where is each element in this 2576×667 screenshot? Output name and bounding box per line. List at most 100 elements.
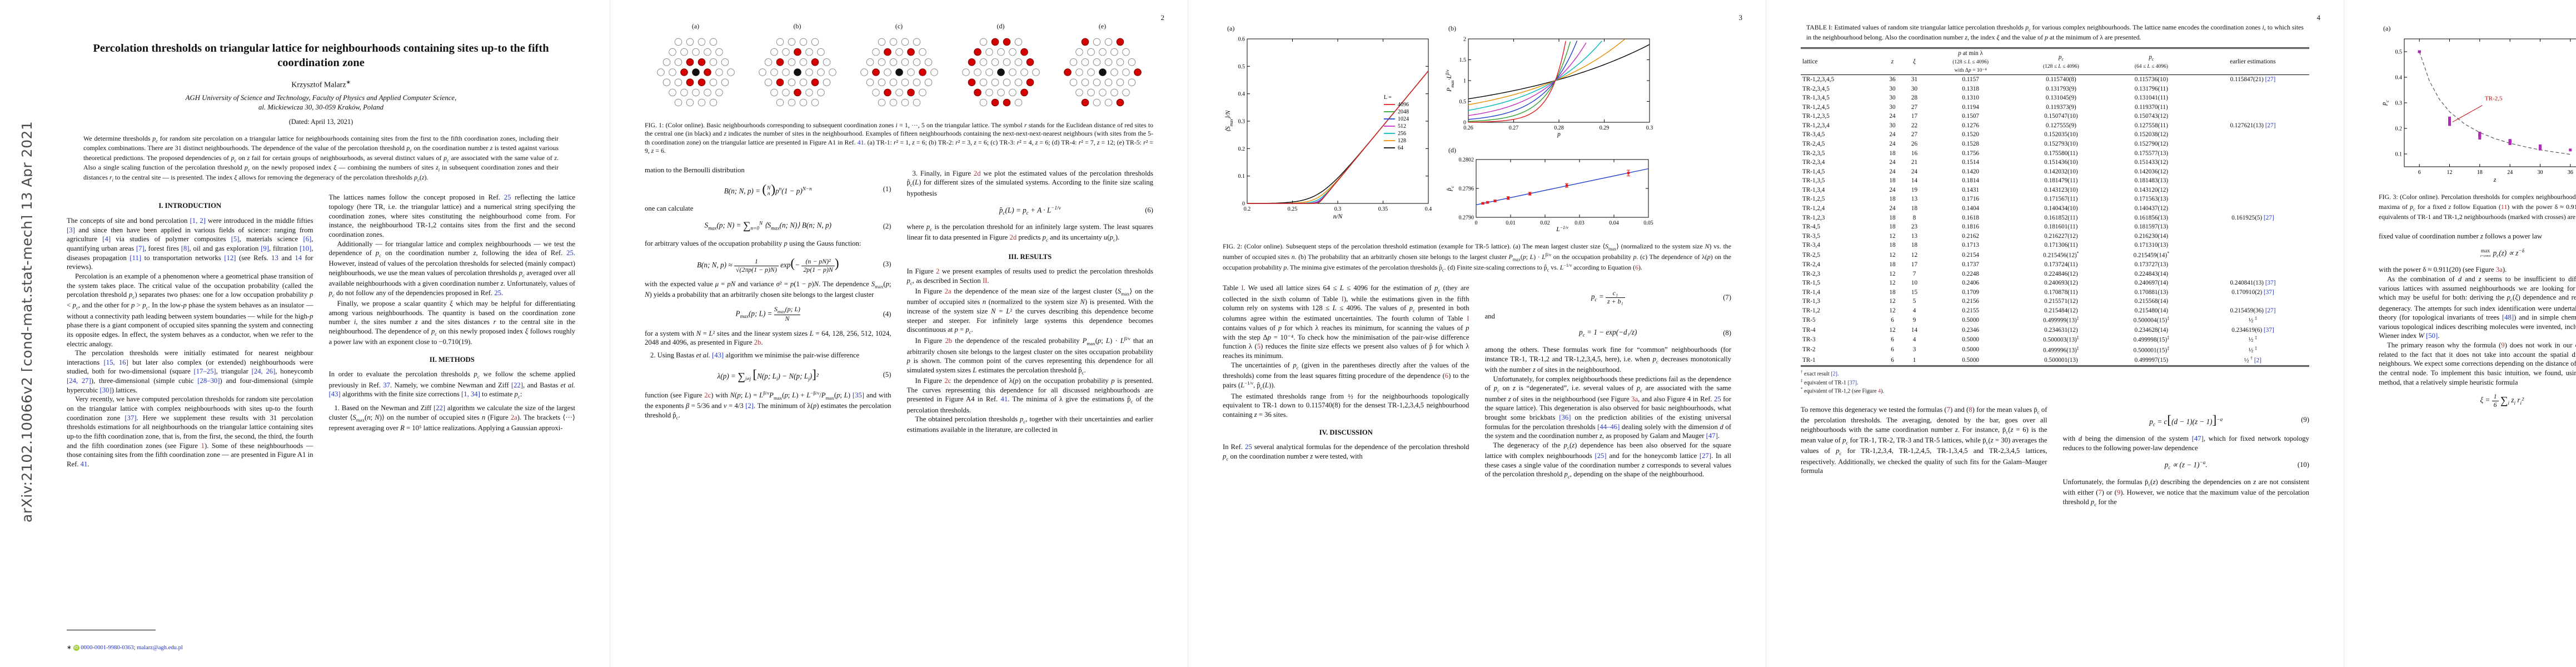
table-cell: ½ ‡ [2248, 345, 2257, 354]
table-row: TR-1,4 18 15 0.1709 0.170878(11) 0.170881(13)… [1801, 288, 2309, 297]
table-cell: ½ ‡ [2248, 335, 2257, 344]
subfigure-label: (d) [996, 22, 1005, 30]
section-methods: II. METHODS [429, 355, 475, 364]
table-cell: 0.181479(11) [2044, 177, 2078, 185]
table-cell: 0.119373(9) [2046, 103, 2076, 111]
table-cell: 0.499996(13)‡ [2043, 345, 2079, 354]
figure-2a-chart: 0.2 0.25 0.3 0.35 0.4 0 0.1 0.2 0.3 0.4 0.5 0.6 L = 4… [1223, 33, 1435, 224]
table-row: TR-3,4 18 18 0.1713 0.171306(11) 0.171310(13) [1801, 241, 2309, 250]
paragraph: mation to the Bernoulli distribution [645, 166, 745, 174]
figure-2-caption: FIG. 2: (Color online). Subsequent steps… [1223, 242, 1732, 273]
svg-text:p: p [1557, 131, 1561, 138]
svg-text:0.4: 0.4 [1425, 206, 1432, 212]
paragraph: The percolation thresholds were initiall… [67, 349, 313, 394]
paragraph: Very recently, we have computed percolat… [67, 395, 313, 468]
table-cell: 30 [1889, 122, 1896, 129]
table-row: TR-3,4,5 24 27 0.1520 0.152035(10) 0.152038(1… [1801, 130, 2309, 140]
page4-col-right: pc = c[(d − 1)(z − 1)]−a (9) with d being… [2063, 405, 2310, 508]
table-cell: 0.216227(12) [2044, 232, 2078, 240]
table-footnote: ‡ equivalent of TR-1 [37]. [1801, 378, 1858, 386]
table-cell: 0.115847(21) [27] [2230, 76, 2276, 83]
table-cell: 0.127558(11) [2134, 122, 2168, 129]
table-cell: 22 [1911, 122, 1918, 129]
table-cell: 0.5000 [1962, 356, 1980, 364]
table-cell: 0.150747(10) [2044, 113, 2078, 120]
svg-text:L−1/ν: L−1/ν [1556, 225, 1568, 233]
section-discussion: IV. DISCUSSION [1319, 428, 1373, 436]
table-cell: 1 [1912, 356, 1916, 364]
svg-text:0.04: 0.04 [1609, 220, 1619, 226]
table-cell: 0.175580(11) [2044, 150, 2078, 157]
table-cell: TR-1,2,5 [1802, 196, 1825, 203]
table-cell: 0.1507 [1962, 113, 1980, 120]
svg-text:0.5: 0.5 [2395, 49, 2403, 56]
table-cell: 18 [1889, 214, 1896, 221]
table-cell: TR-2 [1802, 346, 1816, 354]
svg-text:0.1: 0.1 [2395, 152, 2403, 158]
table-cell [2196, 140, 2309, 149]
table-row: TR-4 12 14 0.2346 0.234631(12) 0.234628(14) 0.… [1801, 326, 2309, 335]
orcid-id[interactable]: 0000-0001-9980-0363 [81, 645, 134, 651]
table-cell: 0.175577(13) [2134, 150, 2169, 157]
table-cell: 0.131793(9) [2045, 85, 2076, 92]
svg-text:30: 30 [2538, 170, 2543, 176]
table-cell: 0.1713 [1962, 242, 1980, 249]
svg-text:n/N: n/N [1333, 213, 1343, 220]
table-cell: 0.2406 [1962, 280, 1980, 287]
subfigure-label: (b) [793, 22, 801, 30]
table-cell: 0.500001(15)‡ [2133, 345, 2170, 354]
table-cell [2196, 222, 2309, 232]
svg-text:0.28: 0.28 [1554, 125, 1564, 131]
table-cell: 0.5000 [1962, 336, 1980, 344]
svg-text:18: 18 [2477, 170, 2483, 176]
table-cell: 18 [1911, 242, 1918, 249]
paragraph: The obtained percolation thresholds pc, … [906, 415, 1154, 434]
table-cell: 0.216230(14) [2134, 232, 2169, 240]
table-header-cell: earlier estimations [2230, 58, 2276, 65]
table-cell: 0.2346 [1962, 326, 1980, 334]
table-cell: TR-1,3,4,5 [1802, 94, 1830, 102]
table-1: lattice z ξ p at min λ (128 ≤ L ≤ 4096) with … [1801, 47, 2309, 367]
table-row: TR-1,2,3 18 8 0.1618 0.161852(11) 0.161856(13… [1801, 213, 2309, 223]
paragraph: The concepts of site and bond percolatio… [67, 217, 313, 271]
svg-text:0.2: 0.2 [1238, 146, 1245, 152]
svg-text:⟨Smax⟩/N: ⟨Smax⟩/N [1225, 109, 1234, 132]
table-cell: 0.2155 [1962, 307, 1980, 314]
svg-text:0.3: 0.3 [1646, 125, 1653, 131]
table-cell: 24 [1889, 186, 1896, 193]
page5-col-left: fixed value of coordination number z fol… [2379, 232, 2576, 494]
table-cell: 0.2154 [1962, 251, 1980, 258]
table-cell: 21 [1911, 159, 1918, 166]
svg-text:256: 256 [1398, 131, 1406, 137]
table-cell [2196, 167, 2309, 177]
table-row: TR-2,3,4 24 21 0.1514 0.151436(10) 0.151433(1… [1801, 158, 2309, 167]
table-row: TR-1,5 12 10 0.2406 0.240693(12) 0.240697(14)… [1801, 278, 2309, 288]
equation-2: Smax(p; N) = ∑n=0N ⟨Smax(n; N)⟩ B(n; N, … [704, 220, 891, 232]
table-cell: 0.150743(12) [2134, 113, 2169, 120]
table-cell: 0.224843(14) [2134, 270, 2169, 277]
pages-row: Percolation thresholds on triangular lat… [32, 0, 2576, 667]
table-cell: 0.215456(12)* [2043, 250, 2079, 259]
email-link[interactable]: malarz@agh.edu.pl [137, 645, 183, 651]
svg-text:0.2790: 0.2790 [1459, 215, 1474, 221]
table-cell: TR-1,2,4,5 [1802, 103, 1830, 111]
subfigure-label: (c) [895, 22, 903, 30]
subfigure-label: (a) [691, 22, 700, 30]
equation-12: ξ = 16 ∑i zi ri²(12) [2480, 392, 2524, 409]
svg-text:0.3: 0.3 [1238, 119, 1245, 125]
page-3: 3 (a) 0.2 0.25 0.3 0.35 0.4 0 0.1 0.2 0.3 0.4 0.5 0… [1188, 0, 1766, 667]
abstract: We determine thresholds pc for random si… [83, 134, 559, 183]
table-cell: TR-2,4,5 [1802, 141, 1825, 148]
table-cell: 0.127555(9) [2045, 122, 2076, 129]
arxiv-watermark-band: arXiv:2102.10066v2 [cond-mat.stat-mech] … [0, 0, 35, 667]
page1-col-left: I. INTRODUCTION The concepts of site and… [67, 193, 313, 469]
paragraph: In order to evaluate the percolation thr… [328, 370, 576, 400]
equation-6: p̂c(L) = pc + A · L−1/ν (6) [999, 205, 1153, 216]
svg-text:36: 36 [2568, 170, 2573, 176]
table-cell: 12 [1911, 251, 1918, 258]
table-cell: 17 [1911, 113, 1918, 120]
table-cell: 6 [1891, 346, 1894, 354]
table-cell: 0.1737 [1962, 261, 1980, 268]
author-name: Krzysztof Malarz∗ [291, 79, 351, 90]
table-cell: 16 [1911, 150, 1918, 157]
